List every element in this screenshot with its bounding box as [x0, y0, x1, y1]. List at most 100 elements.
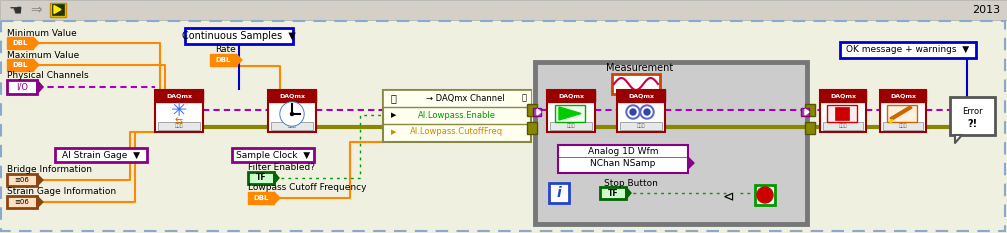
Bar [887, 105, 917, 122]
Bar [533, 108, 541, 116]
Text: 2013: 2013 [972, 5, 1000, 15]
Text: ≡06: ≡06 [14, 177, 29, 183]
Text: AI.Lowpass.Enable: AI.Lowpass.Enable [418, 110, 496, 120]
Text: ᗑᗑᗑ: ᗑᗑᗑ [898, 123, 907, 129]
Text: Filter Enabled?: Filter Enabled? [248, 164, 315, 172]
Polygon shape [33, 37, 39, 49]
Text: TF: TF [607, 188, 618, 198]
Text: DBL: DBL [254, 195, 269, 201]
Bar [550, 122, 592, 130]
Bar [835, 107, 849, 120]
Text: ᗑᗑᗑ: ᗑᗑᗑ [636, 123, 645, 129]
Bar [155, 90, 203, 102]
Text: AI.Lowpass.CutoffFreq: AI.Lowpass.CutoffFreq [411, 127, 504, 137]
Circle shape [626, 105, 640, 119]
Bar [50, 3, 66, 17]
Bar [880, 90, 926, 132]
Polygon shape [33, 59, 39, 71]
Bar [248, 192, 274, 204]
Text: Analog 1D Wfm: Analog 1D Wfm [588, 147, 659, 155]
Text: DBL: DBL [12, 62, 27, 68]
Text: OK message + warnings  ▼: OK message + warnings ▼ [847, 45, 970, 55]
Text: Maximum Value: Maximum Value [7, 51, 80, 59]
Text: Rate: Rate [214, 45, 236, 55]
Text: ⇆: ⇆ [175, 116, 183, 126]
Bar [620, 122, 662, 130]
Polygon shape [688, 157, 694, 169]
Polygon shape [805, 109, 809, 115]
Text: DAQmx: DAQmx [628, 93, 654, 99]
Text: Continuous Samples  ▼: Continuous Samples ▼ [182, 31, 296, 41]
Bar [801, 108, 809, 116]
Bar [547, 90, 595, 102]
Text: Stop Button: Stop Button [604, 178, 658, 188]
Text: DAQmx: DAQmx [279, 93, 305, 99]
Text: DAQmx: DAQmx [558, 93, 584, 99]
Text: Measurement: Measurement [606, 63, 674, 73]
Bar [248, 172, 274, 184]
Circle shape [642, 107, 652, 117]
Polygon shape [537, 109, 541, 115]
Circle shape [280, 102, 304, 126]
Text: ᗑᗑᗑ: ᗑᗑᗑ [174, 123, 183, 129]
Polygon shape [626, 187, 631, 199]
Bar [210, 54, 236, 66]
Bar [158, 122, 200, 130]
Bar [880, 90, 926, 102]
Polygon shape [37, 174, 43, 186]
Bar [805, 122, 815, 134]
Bar [527, 104, 537, 116]
Polygon shape [890, 120, 893, 124]
Text: ⊲: ⊲ [722, 190, 734, 204]
Bar [383, 90, 531, 107]
Text: AI Strain Gage  ▼: AI Strain Gage ▼ [62, 151, 140, 160]
Bar [617, 90, 665, 102]
Bar [7, 37, 33, 49]
Text: DAQmx: DAQmx [830, 93, 856, 99]
Circle shape [757, 187, 773, 203]
Text: Physical Channels: Physical Channels [7, 72, 89, 80]
Text: ▶: ▶ [391, 129, 397, 135]
Text: ≡06: ≡06 [14, 199, 29, 205]
Bar [950, 97, 995, 135]
Circle shape [630, 109, 636, 115]
Bar [755, 185, 775, 205]
Polygon shape [955, 135, 962, 143]
Text: DAQmx: DAQmx [166, 93, 192, 99]
Bar [549, 183, 569, 203]
Polygon shape [236, 54, 242, 66]
Bar [617, 90, 665, 132]
Text: ᗑᗑᗑ: ᗑᗑᗑ [567, 123, 575, 129]
Text: ᗑᗑᗑ: ᗑᗑᗑ [288, 123, 296, 129]
Circle shape [281, 103, 303, 125]
Circle shape [628, 107, 638, 117]
Text: Lowpass Cutoff Frequency: Lowpass Cutoff Frequency [248, 184, 367, 192]
Text: ✳: ✳ [171, 100, 187, 120]
Bar [827, 105, 857, 122]
Bar [547, 90, 595, 132]
Polygon shape [559, 107, 581, 120]
Bar [185, 28, 293, 44]
Bar [383, 90, 531, 142]
Text: Error: Error [962, 107, 982, 116]
Bar [820, 90, 866, 102]
Text: Strain Gage Information: Strain Gage Information [7, 188, 116, 196]
Polygon shape [274, 192, 280, 204]
Bar [823, 122, 863, 130]
Bar [232, 148, 314, 162]
Text: Minimum Value: Minimum Value [7, 28, 77, 38]
Bar [52, 4, 64, 15]
Bar [155, 90, 203, 132]
Polygon shape [890, 106, 912, 120]
Polygon shape [54, 6, 61, 14]
Bar [555, 105, 585, 122]
Bar [558, 145, 688, 173]
Bar [527, 122, 537, 134]
Text: ▶: ▶ [391, 112, 397, 118]
Text: DAQmx: DAQmx [890, 93, 916, 99]
Text: TF: TF [256, 174, 266, 182]
Bar [883, 122, 923, 130]
Text: ☚: ☚ [9, 3, 23, 17]
Bar [0, 0, 1007, 20]
Bar [268, 90, 316, 132]
